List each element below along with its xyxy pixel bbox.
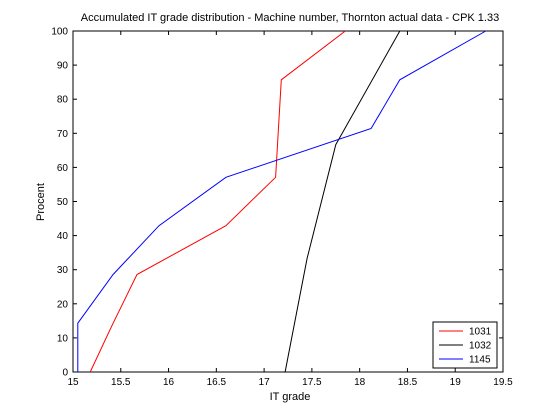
x-axis-ticks: 15 15.5 16 16.5 17 17.5 18 18.5 19 19.5 xyxy=(67,31,513,388)
y-axis-label: Procent xyxy=(35,183,47,221)
plot-frame xyxy=(72,30,504,373)
y-tick-label: 60 xyxy=(57,163,69,174)
x-tick-label: 16 xyxy=(163,377,175,388)
x-tick-label: 19.5 xyxy=(493,377,513,388)
y-tick-label: 50 xyxy=(57,197,69,208)
series-line-1145 xyxy=(77,30,487,372)
y-tick-label: 10 xyxy=(57,333,69,344)
x-tick-label: 17 xyxy=(259,377,271,388)
legend: 1031 1032 1145 xyxy=(432,321,498,369)
y-tick-label: 70 xyxy=(57,129,69,140)
y-tick-label: 90 xyxy=(57,61,69,72)
plot-area xyxy=(72,30,504,373)
series-line-1032 xyxy=(284,30,401,373)
legend-label: 1032 xyxy=(469,341,492,352)
x-tick-label: 17.5 xyxy=(302,377,322,388)
x-tick-label: 18 xyxy=(354,377,366,388)
x-tick-label: 15.5 xyxy=(111,377,131,388)
y-tick-label: 30 xyxy=(57,265,69,276)
x-tick-label: 19 xyxy=(450,377,462,388)
chart-title: Accumulated IT grade distribution - Mach… xyxy=(81,12,499,24)
legend-label: 1145 xyxy=(469,355,491,366)
series-layer xyxy=(77,30,487,373)
y-tick-label: 0 xyxy=(62,368,68,379)
y-tick-label: 40 xyxy=(57,231,69,242)
x-axis-label: IT grade xyxy=(270,391,311,403)
x-tick-label: 15 xyxy=(67,377,79,388)
y-tick-label: 20 xyxy=(57,299,69,310)
x-tick-label: 18.5 xyxy=(398,377,418,388)
series-line-1031 xyxy=(89,30,346,373)
y-axis-ticks: 0 10 20 30 40 50 60 70 80 90 100 xyxy=(51,27,503,379)
x-tick-label: 16.5 xyxy=(207,377,227,388)
legend-label: 1031 xyxy=(469,327,492,338)
y-tick-label: 100 xyxy=(51,27,68,38)
y-tick-label: 80 xyxy=(57,95,69,106)
